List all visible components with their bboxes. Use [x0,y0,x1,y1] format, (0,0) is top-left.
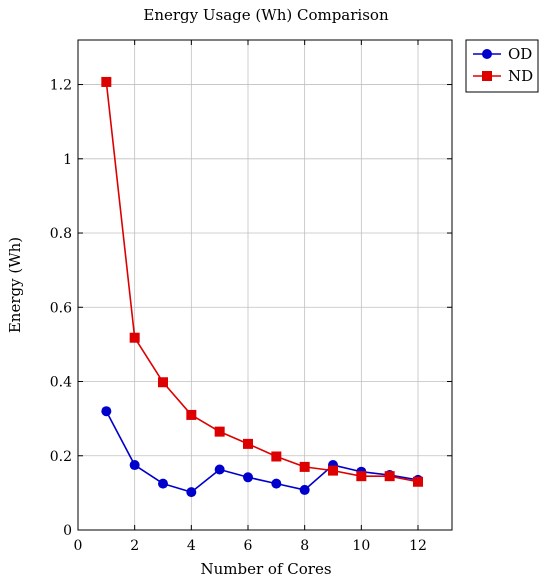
data-point-nd-3 [158,377,168,388]
data-point-nd-9 [328,465,338,476]
data-point-od-1 [101,406,112,417]
legend-marker [482,71,492,81]
y-tick-label: 0.8 [50,226,72,242]
legend-marker [482,49,492,59]
data-point-nd-2 [129,332,140,343]
data-point-nd-11 [384,471,395,482]
x-tick-label: 6 [244,538,253,554]
chart-title: Energy Usage (Wh) Comparison [143,6,389,24]
data-point-od-3 [158,478,168,489]
x-tick-label: 2 [130,538,139,554]
series-nd [101,76,423,487]
y-tick-label: 0.2 [50,449,72,465]
data-point-nd-7 [271,451,282,462]
y-tick-label: 1.2 [50,78,72,94]
data-point-od-6 [243,472,253,483]
x-tick-label: 12 [409,538,427,554]
axes: 0 2 4 6 8 10 12 0 0.2 0.4 0.6 0.8 1 1.2 [50,39,453,554]
series-layer [101,76,423,498]
data-point-nd-6 [243,438,253,449]
grid [77,40,452,531]
data-point-nd-5 [214,426,225,437]
x-tick-label: 4 [187,538,196,554]
data-point-nd-12 [413,476,423,487]
legend-label: OD [508,45,532,63]
series-line-od [105,410,419,493]
legend-item-nd: ND [473,67,533,85]
y-tick-label: 0.4 [50,375,72,391]
data-point-od-4 [186,487,197,498]
data-point-od-2 [129,460,140,471]
series-od [101,406,423,498]
series-line-nd [105,81,419,483]
x-tick-label: 8 [300,538,309,554]
data-point-od-5 [214,464,225,475]
data-point-od-8 [299,484,310,495]
data-point-od-7 [271,478,282,489]
legend-box [465,39,539,93]
x-axis-label: Number of Cores [200,560,331,578]
legend: OD ND [465,39,539,93]
data-point-nd-8 [299,461,310,472]
y-axis-label: Energy (Wh) [6,237,24,333]
plot-frame [77,39,453,531]
data-point-nd-4 [186,409,197,420]
x-tick-label: 10 [352,538,370,554]
legend-item-od: OD [473,45,532,63]
x-tick-label: 0 [74,538,83,554]
data-point-nd-1 [101,76,112,87]
y-tick-label: 1 [63,152,72,168]
data-point-nd-10 [356,471,367,482]
legend-label: ND [508,67,533,85]
y-tick-label: 0.6 [50,300,72,316]
y-tick-label: 0 [63,523,72,539]
